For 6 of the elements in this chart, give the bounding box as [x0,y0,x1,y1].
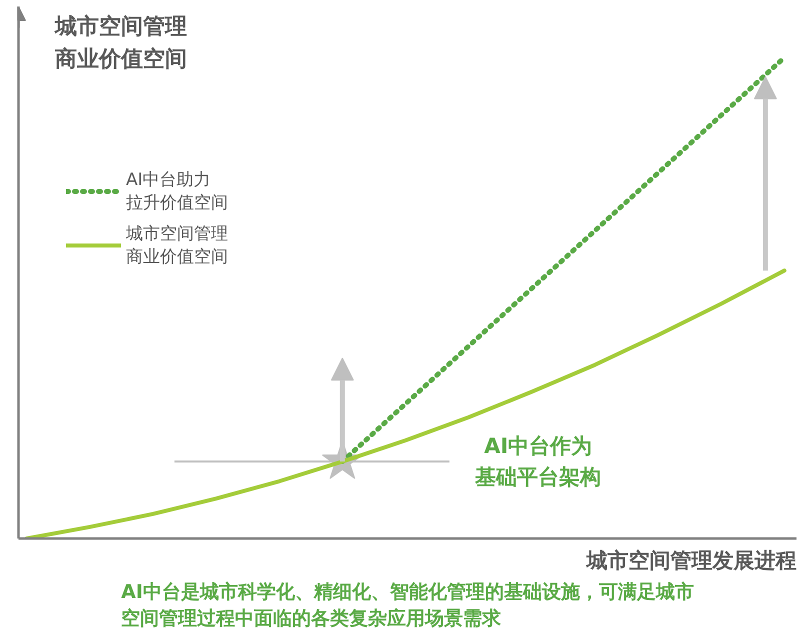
x-axis-title: 城市空间管理发展进程 [586,548,796,572]
y-axis-title: 城市空间管理商业价值空间 [54,13,188,72]
legend-label: AI中台助力拉升价值空间 [126,169,228,214]
text: AI中台是城市科学化、精细化、智能化管理的基础设施，可满足城市空间管理过程中面临的各类复杂应用场景需求 [121,581,694,630]
annotation: AI中台作为基础平台架构 [474,434,602,490]
legend-label: 城市空间管理商业价值空间 [126,223,228,268]
